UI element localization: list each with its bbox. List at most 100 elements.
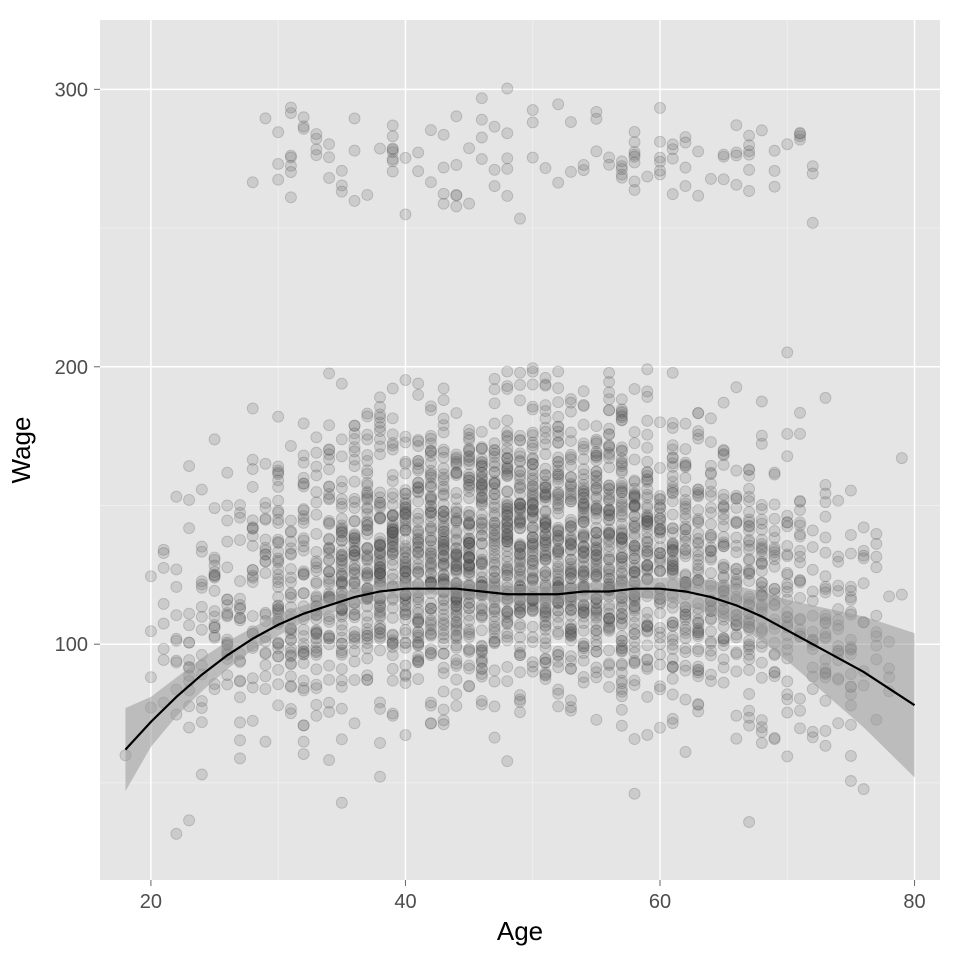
data-point	[451, 525, 462, 536]
data-point	[680, 633, 691, 644]
data-point	[362, 502, 373, 513]
data-point	[515, 499, 526, 510]
data-point	[680, 498, 691, 509]
data-point	[540, 670, 551, 681]
data-point	[807, 564, 818, 575]
data-point	[502, 453, 513, 464]
data-point	[731, 179, 742, 190]
data-point	[565, 397, 576, 408]
data-point	[247, 177, 258, 188]
data-point	[247, 464, 258, 475]
data-point	[604, 622, 615, 633]
data-point	[591, 505, 602, 516]
data-point	[845, 775, 856, 786]
data-point	[438, 129, 449, 140]
data-point	[616, 481, 627, 492]
data-point	[629, 566, 640, 577]
data-point	[769, 469, 780, 480]
data-point	[387, 612, 398, 623]
data-point	[489, 732, 500, 743]
data-point	[311, 447, 322, 458]
data-point	[693, 546, 704, 557]
data-point	[642, 654, 653, 665]
data-point	[655, 513, 666, 524]
data-point	[400, 524, 411, 535]
data-point	[667, 661, 678, 672]
data-point	[820, 511, 831, 522]
data-point	[515, 707, 526, 718]
data-point	[476, 154, 487, 165]
data-point	[642, 546, 653, 557]
data-point	[387, 710, 398, 721]
data-point	[680, 181, 691, 192]
data-point	[375, 449, 386, 460]
data-point	[273, 469, 284, 480]
data-point	[680, 472, 691, 483]
data-point	[731, 563, 742, 574]
data-point	[718, 489, 729, 500]
data-point	[553, 508, 564, 519]
data-point	[604, 645, 615, 656]
data-point	[438, 427, 449, 438]
data-point	[145, 626, 156, 637]
data-point	[591, 106, 602, 117]
data-point	[515, 541, 526, 552]
data-point	[604, 367, 615, 378]
data-point	[629, 545, 640, 556]
data-point	[515, 483, 526, 494]
data-point	[705, 478, 716, 489]
data-point	[515, 395, 526, 406]
data-point	[896, 453, 907, 464]
data-point	[311, 470, 322, 481]
data-point	[616, 704, 627, 715]
data-point	[705, 636, 716, 647]
data-point	[451, 458, 462, 469]
data-point	[744, 568, 755, 579]
data-point	[451, 642, 462, 653]
data-point	[489, 624, 500, 635]
data-point	[349, 195, 360, 206]
data-point	[565, 460, 576, 471]
data-point	[616, 467, 627, 478]
data-point	[464, 443, 475, 454]
data-point	[438, 452, 449, 463]
data-point	[667, 617, 678, 628]
data-point	[655, 722, 666, 733]
y-tick-label: 300	[55, 79, 88, 101]
data-point	[184, 494, 195, 505]
data-point	[655, 417, 666, 428]
data-point	[311, 565, 322, 576]
data-point	[604, 404, 615, 415]
x-axis-title: Age	[497, 916, 543, 946]
data-point	[731, 647, 742, 658]
data-point	[285, 152, 296, 163]
data-point	[769, 526, 780, 537]
data-point	[565, 604, 576, 615]
data-point	[273, 582, 284, 593]
data-point	[451, 189, 462, 200]
data-point	[425, 697, 436, 708]
data-point	[349, 718, 360, 729]
data-point	[375, 500, 386, 511]
data-point	[298, 121, 309, 132]
y-axis-title: Wage	[6, 417, 36, 484]
data-point	[705, 669, 716, 680]
data-point	[578, 625, 589, 636]
data-point	[527, 443, 538, 454]
data-point	[387, 675, 398, 686]
data-point	[387, 650, 398, 661]
data-point	[324, 566, 335, 577]
data-point	[553, 383, 564, 394]
data-point	[756, 545, 767, 556]
data-point	[731, 517, 742, 528]
data-point	[731, 382, 742, 393]
data-point	[362, 551, 373, 562]
data-point	[553, 561, 564, 572]
data-point	[858, 553, 869, 564]
data-point	[540, 616, 551, 627]
data-point	[756, 715, 767, 726]
data-point	[731, 532, 742, 543]
x-tick-label: 40	[394, 891, 416, 913]
data-point	[349, 675, 360, 686]
data-point	[782, 139, 793, 150]
